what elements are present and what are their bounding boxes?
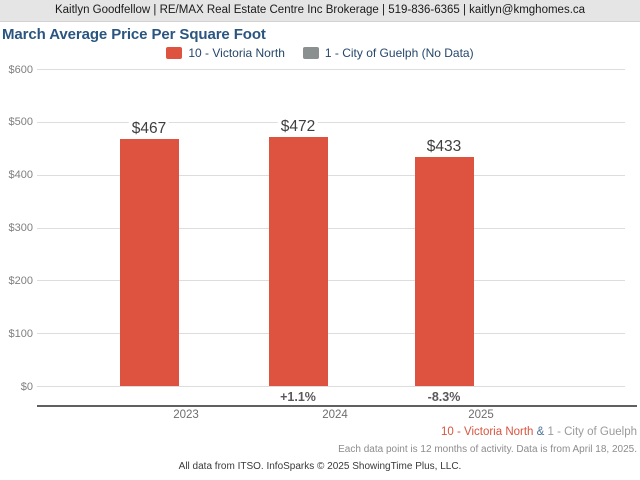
attribution-text: All data from ITSO. InfoSparks © 2025 Sh… <box>178 461 462 472</box>
broker-header: Kaitlyn Goodfellow | RE/MAX Real Estate … <box>0 0 640 22</box>
legend-label: 1 - City of Guelph (No Data) <box>324 46 474 60</box>
bar-2024[interactable] <box>268 136 328 386</box>
chart-title: March Average Price Per Square Foot <box>2 26 266 43</box>
victoria-north-swatch-icon <box>166 47 183 59</box>
series-footnote-city-of-guelph: 1 - City of Guelph <box>547 426 637 438</box>
y-tick-label: $300 <box>8 222 33 234</box>
y-tick-label: $0 <box>20 380 33 393</box>
gridline-0 <box>37 386 625 387</box>
gridline-300 <box>37 227 625 229</box>
y-tick-label: $200 <box>8 274 33 287</box>
y-tick-label: $500 <box>8 116 33 129</box>
legend-label: 10 - Victoria North <box>188 46 285 60</box>
x-axis-label-2025: 2025 <box>468 409 494 421</box>
bar-2025[interactable] <box>414 157 474 386</box>
x-axis-label-2023: 2023 <box>173 409 199 421</box>
series-footnote: 10 - Victoria North & 1 - City of Guelph <box>441 426 637 438</box>
y-tick-label: $600 <box>8 63 33 76</box>
y-tick-label: $100 <box>8 327 33 340</box>
legend-item-city-of-guelph[interactable]: 1 - City of Guelph (No Data) <box>302 46 474 60</box>
gridline-100 <box>37 333 625 335</box>
series-footnote-victoria-north: 10 - Victoria North <box>440 426 534 438</box>
pct-change-label-2025: -8.3% <box>427 390 461 404</box>
pct-change-label-2024: +1.1% <box>280 390 316 404</box>
bar-value-label-2024: $472 <box>277 117 319 136</box>
data-period-note: Each data point is 12 months of activity… <box>338 444 637 455</box>
legend-item-victoria-north[interactable]: 10 - Victoria North <box>166 46 285 60</box>
x-axis-line <box>37 405 637 407</box>
series-footnote-ampersand: & <box>533 426 548 438</box>
bar-value-label-2025: $433 <box>423 138 465 157</box>
x-axis-label-2024: 2024 <box>322 409 348 421</box>
gridline-400 <box>37 174 625 176</box>
city-of-guelph-swatch-icon <box>302 47 319 59</box>
gridline-600 <box>37 69 625 70</box>
gridline-200 <box>37 280 625 282</box>
y-tick-label: $400 <box>8 169 33 182</box>
bar-2023[interactable] <box>119 139 179 386</box>
gridline-500 <box>37 121 625 123</box>
bar-value-label-2023: $467 <box>128 120 170 139</box>
chart-legend: 10 - Victoria North 1 - City of Guelph (… <box>0 45 640 61</box>
